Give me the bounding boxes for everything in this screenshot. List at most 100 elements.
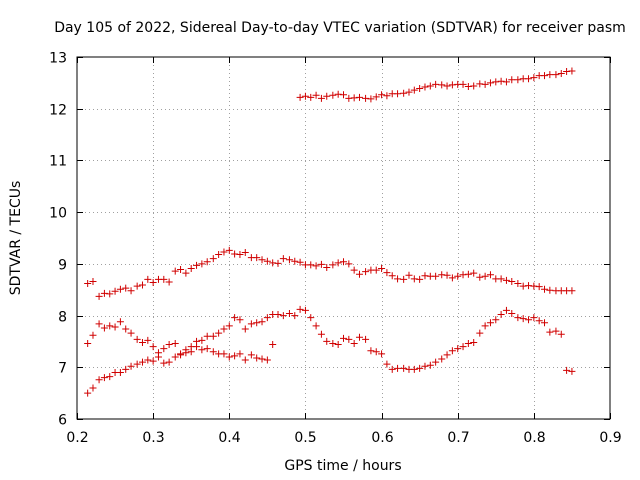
- data-point: [165, 341, 173, 349]
- data-point: [464, 82, 472, 90]
- data-point: [350, 339, 358, 347]
- data-point: [258, 256, 266, 264]
- data-point: [563, 366, 571, 374]
- data-point: [530, 314, 538, 322]
- data-point: [454, 345, 462, 353]
- data-point: [367, 95, 375, 103]
- data-point: [355, 333, 363, 341]
- plot-frame: [76, 56, 611, 420]
- data-point: [127, 329, 135, 337]
- data-point: [378, 265, 386, 273]
- data-points: [84, 67, 576, 397]
- data-point: [421, 83, 429, 91]
- data-point: [160, 275, 168, 283]
- data-point: [464, 270, 472, 278]
- data-point: [476, 273, 484, 281]
- data-point: [454, 272, 462, 280]
- data-point: [323, 337, 331, 345]
- data-point: [535, 283, 543, 291]
- data-point: [225, 322, 233, 330]
- data-point: [296, 305, 304, 313]
- data-point: [247, 320, 255, 328]
- data-point: [127, 362, 135, 370]
- data-point: [198, 260, 206, 268]
- data-point: [160, 359, 168, 367]
- data-point: [459, 271, 467, 279]
- data-point: [116, 318, 124, 326]
- data-point: [100, 289, 108, 297]
- data-point: [448, 347, 456, 355]
- data-point: [187, 265, 195, 273]
- data-point: [171, 339, 179, 347]
- data-point: [470, 269, 478, 277]
- y-tick-label: 12: [49, 103, 67, 119]
- data-point: [231, 250, 239, 258]
- data-point: [350, 94, 358, 102]
- data-point: [334, 259, 342, 267]
- data-point: [400, 89, 408, 97]
- data-point: [443, 351, 451, 359]
- data-point: [502, 78, 510, 86]
- data-point: [274, 259, 282, 267]
- data-point: [557, 330, 565, 338]
- data-point: [535, 317, 543, 325]
- data-point: [312, 91, 320, 99]
- y-tick-label: 10: [49, 206, 67, 222]
- data-point: [329, 339, 337, 347]
- data-point: [193, 261, 201, 269]
- data-point: [345, 94, 353, 102]
- data-point: [263, 314, 271, 322]
- data-point: [323, 263, 331, 271]
- data-point: [95, 376, 103, 384]
- data-point: [138, 281, 146, 289]
- data-point: [138, 358, 146, 366]
- data-point: [568, 67, 576, 75]
- data-point: [470, 338, 478, 346]
- data-point: [378, 91, 386, 99]
- data-point: [552, 327, 560, 335]
- data-point: [263, 257, 271, 265]
- x-tick-label: 0.8: [523, 430, 545, 446]
- data-point: [514, 280, 522, 288]
- data-point: [269, 259, 277, 267]
- data-point: [177, 266, 185, 274]
- data-point: [486, 79, 494, 87]
- data-point: [492, 78, 500, 86]
- data-point: [122, 365, 130, 373]
- data-point: [236, 350, 244, 358]
- data-point: [247, 351, 255, 359]
- data-point: [177, 351, 185, 359]
- data-point: [323, 92, 331, 100]
- data-point: [400, 275, 408, 283]
- data-point: [312, 322, 320, 330]
- data-point: [497, 77, 505, 85]
- data-point: [215, 329, 223, 337]
- data-point: [291, 257, 299, 265]
- data-point: [438, 355, 446, 363]
- data-point: [171, 353, 179, 361]
- data-point: [388, 272, 396, 280]
- data-point: [345, 335, 353, 343]
- data-point: [122, 284, 130, 292]
- data-point: [274, 311, 282, 319]
- data-point: [253, 354, 261, 362]
- data-point: [525, 282, 533, 290]
- x-tick-label: 0.7: [447, 430, 469, 446]
- x-tick-label: 0.4: [218, 430, 240, 446]
- data-point: [470, 82, 478, 90]
- data-point: [301, 92, 309, 100]
- data-point: [416, 85, 424, 93]
- data-point: [481, 80, 489, 88]
- data-point: [372, 266, 380, 274]
- data-point: [383, 269, 391, 277]
- data-point: [138, 338, 146, 346]
- data-point: [220, 325, 228, 333]
- data-point: [486, 271, 494, 279]
- data-point: [241, 325, 249, 333]
- data-point: [279, 312, 287, 320]
- y-axis: 6 7 8 9 10 11 12 13: [49, 51, 610, 429]
- data-point: [329, 261, 337, 269]
- data-point: [269, 341, 277, 349]
- data-point: [317, 330, 325, 338]
